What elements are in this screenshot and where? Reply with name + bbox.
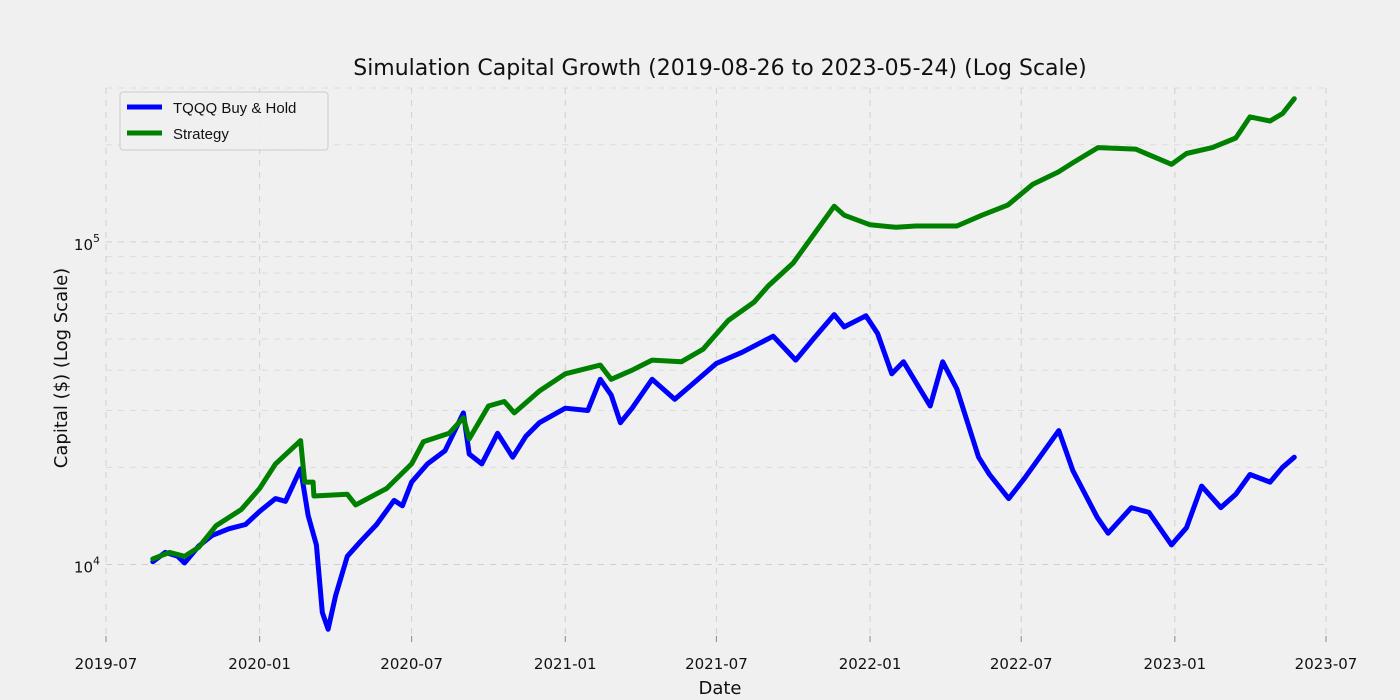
y-tick-exponent: 4 xyxy=(93,554,100,567)
x-tick-label: 2020-07 xyxy=(380,655,443,673)
y-tick-base: 10 xyxy=(74,558,93,576)
x-tick-label: 2023-01 xyxy=(1144,655,1207,673)
legend-label-strategy: Strategy xyxy=(173,126,229,143)
x-tick-label: 2022-01 xyxy=(839,655,902,673)
y-tick-base: 10 xyxy=(74,236,93,254)
x-tick-label: 2021-07 xyxy=(685,655,748,673)
x-tick-label: 2023-07 xyxy=(1295,655,1358,673)
legend-box xyxy=(119,91,329,151)
x-tick-label: 2020-01 xyxy=(228,655,291,673)
y-tick-label: 104 xyxy=(74,554,100,576)
x-axis-label: Date xyxy=(698,678,741,699)
legend: TQQQ Buy & Hold Strategy xyxy=(119,91,329,151)
x-tick-label: 2021-01 xyxy=(534,655,597,673)
series-lines xyxy=(150,96,1297,632)
legend-label-tqqq: TQQQ Buy & Hold xyxy=(173,100,296,117)
y-tick-exponent: 5 xyxy=(93,232,100,245)
x-tick-label: 2019-07 xyxy=(75,655,138,673)
series-line-strategy xyxy=(150,96,1297,562)
chart-title: Simulation Capital Growth (2019-08-26 to… xyxy=(353,56,1087,81)
x-tick-label: 2022-07 xyxy=(990,655,1053,673)
y-axis-label: Capital ($) (Log Scale) xyxy=(51,268,72,468)
series-line-tqqq-buy-hold xyxy=(150,312,1297,632)
x-axis-ticks: 2019-07 2020-01 2020-07 2021-01 2021-07 2022-… xyxy=(75,636,1358,673)
y-tick-label: 105 xyxy=(74,232,100,254)
